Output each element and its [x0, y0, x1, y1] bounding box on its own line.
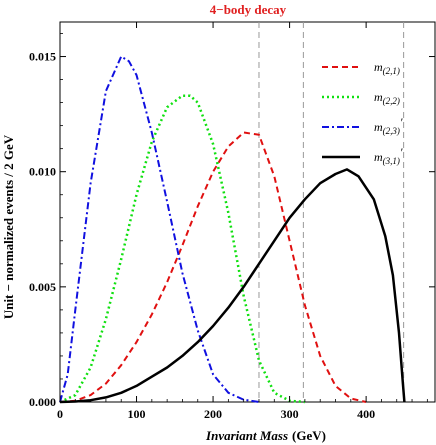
legend-label-2: m(2,3)′ — [374, 115, 403, 136]
y-axis-label: Unit − normalized events / 2 GeV — [1, 134, 16, 319]
legend-label-base: m — [374, 90, 383, 104]
x-axis-label-italic: Invariant Mass — [205, 428, 288, 443]
y-tick-label-1: 0.005 — [29, 280, 56, 294]
legend-label-base: m — [374, 60, 383, 74]
x-tick-label-3: 300 — [281, 407, 299, 421]
series-line-0 — [59, 131, 367, 403]
x-tick-label-0: 0 — [57, 407, 63, 421]
chart-title: 4−body decay — [210, 2, 287, 17]
vertical-reference-lines — [258, 22, 405, 402]
legend: m(2,1)m(2,2)m(2,3)′m(3,1)′ — [322, 60, 403, 166]
legend-label-subscript: (2,3) — [383, 126, 400, 136]
legend-label-1: m(2,2) — [374, 90, 400, 106]
legend-label-base: m — [374, 120, 383, 134]
legend-label-prime: ′ — [400, 115, 403, 129]
series-line-1 — [59, 94, 305, 404]
y-tick-label-0: 0.000 — [29, 395, 56, 409]
legend-label-0: m(2,1) — [374, 60, 400, 76]
x-tick-label-1: 100 — [128, 407, 146, 421]
y-axis-ticks: 0.000 0.005 0.010 0.015 — [29, 33, 435, 409]
x-axis-ticks: 0 100 200 300 400 — [57, 22, 428, 421]
y-tick-label-3: 0.015 — [29, 50, 56, 64]
legend-label-subscript: (2,1) — [383, 66, 400, 76]
legend-label-base: m — [374, 150, 383, 164]
series-line-3 — [59, 168, 406, 404]
legend-label-3: m(3,1)′ — [374, 145, 403, 166]
series-line-2 — [59, 55, 260, 403]
series-group — [59, 55, 406, 404]
x-axis-label: Invariant Mass (GeV) — [205, 428, 326, 443]
legend-label-subscript: (3,1) — [383, 156, 400, 166]
x-tick-label-4: 400 — [357, 407, 375, 421]
legend-label-subscript: (2,2) — [383, 96, 400, 106]
x-tick-label-2: 200 — [204, 407, 222, 421]
plot-frame — [59, 21, 436, 403]
x-axis-label-units: (GeV) — [292, 428, 326, 443]
legend-label-prime: ′ — [400, 145, 403, 159]
y-tick-label-2: 0.010 — [29, 165, 56, 179]
